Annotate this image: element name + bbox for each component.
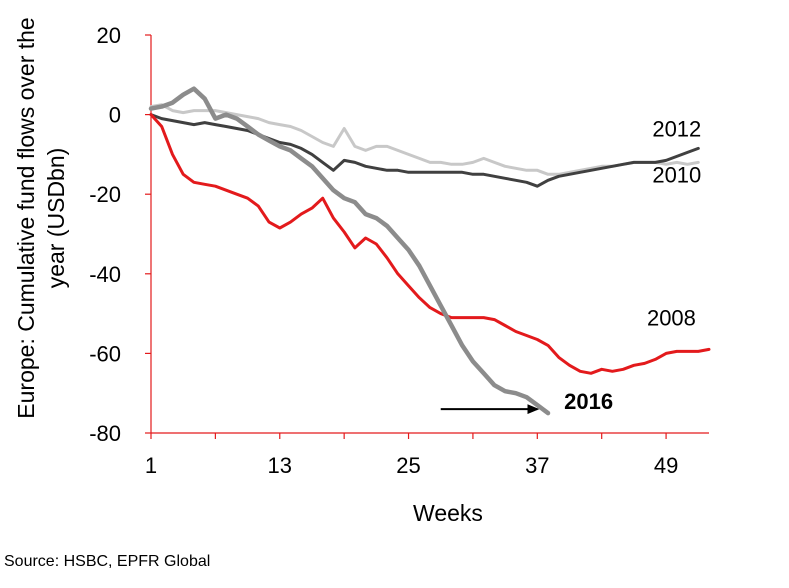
x-tick-label: 1	[145, 453, 157, 478]
y-tick-label: -60	[89, 341, 121, 366]
annotation-layer: 2012 2010 2008 2016	[440, 116, 701, 415]
source-note: Source: HSBC, EPFR Global	[4, 553, 211, 570]
series-line-2008	[149, 113, 711, 375]
series-layer	[148, 86, 711, 416]
series-line-2012	[149, 113, 700, 188]
y-axis-label: Europe: Cumulative fund flows over the ye…	[13, 17, 69, 418]
x-tick-label: 13	[268, 453, 292, 478]
x-axis-label: Weeks	[413, 500, 483, 526]
axes: 20 0 -20 -40 -60 -80 1 13 25 37 49	[89, 23, 709, 478]
y-tick-label: -80	[89, 421, 121, 446]
x-tick-label: 25	[396, 453, 420, 478]
x-tick-label: 49	[654, 453, 678, 478]
y-tick-label: -40	[89, 262, 121, 287]
series-label-2008: 2008	[647, 306, 696, 331]
series-label-2012: 2012	[652, 116, 701, 141]
series-label-2010: 2010	[652, 162, 701, 187]
y-tick-label: 0	[109, 103, 121, 128]
y-tick-label: 20	[97, 23, 121, 48]
y-tick-label: -20	[89, 182, 121, 207]
series-line-2016	[148, 86, 551, 416]
axis-label-layer: Weeks Europe: Cumulative fund flows over …	[13, 17, 483, 526]
y-axis-label-line: Europe: Cumulative fund flows over the	[13, 17, 39, 418]
x-tick-label: 37	[525, 453, 549, 478]
series-label-2016: 2016	[564, 389, 613, 414]
y-axis-label-line: year (USDbn)	[43, 148, 69, 289]
